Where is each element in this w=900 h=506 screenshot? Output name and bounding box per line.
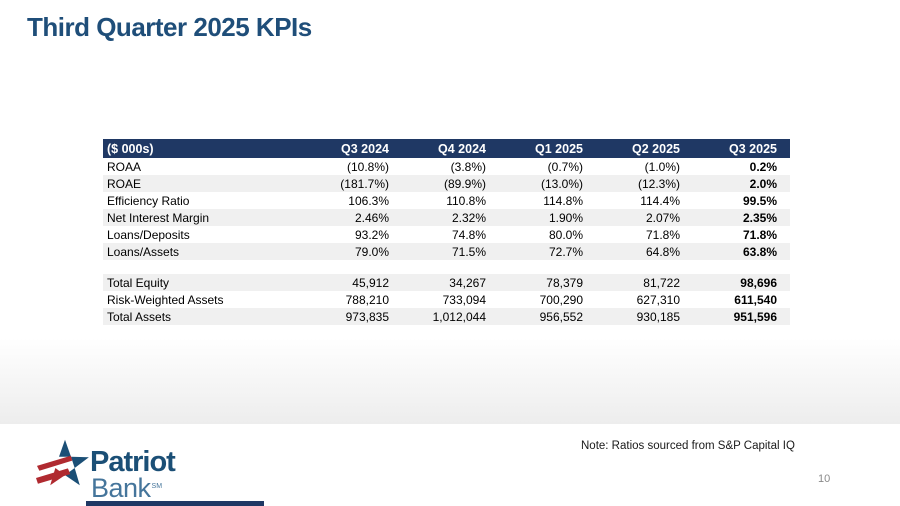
table-cell: 74.8% — [451, 227, 486, 242]
table-cell: 98,696 — [740, 275, 777, 290]
page-number: 10 — [818, 473, 831, 485]
logo-patriot-text: Patriot — [90, 446, 176, 478]
table-cell: 627,310 — [636, 292, 680, 307]
table-cell: 2.32% — [451, 210, 486, 225]
table-row: ROAE (181.7%) (89.9%) (13.0%) (12.3%) 2.0% — [103, 175, 790, 192]
star-right-arm — [70, 456, 89, 469]
header-col-q1-2025: Q1 2025 — [535, 141, 583, 156]
table-cell: 79.0% — [354, 244, 389, 259]
table-cell: 72.7% — [548, 244, 583, 259]
table-cell: 80.0% — [548, 227, 583, 242]
table-cell: 956,552 — [539, 309, 583, 324]
table-row: Efficiency Ratio 106.3% 110.8% 114.8% 114.4%… — [103, 192, 790, 209]
table-cell: 930,185 — [636, 309, 680, 324]
row-label: Efficiency Ratio — [107, 193, 190, 208]
table-spacer-row — [103, 260, 790, 274]
table-cell: 110.8% — [446, 193, 486, 208]
row-label: ROAE — [107, 176, 142, 191]
table-cell: 2.07% — [645, 210, 680, 225]
table-cell: 1,012,044 — [432, 309, 486, 324]
table-cell: 1.90% — [548, 210, 583, 225]
row-label: Total Assets — [107, 309, 172, 324]
table-cell: 733,094 — [442, 292, 486, 307]
logo-text: Patriot BankSM — [90, 432, 176, 503]
kpi-table-body: ROAA (10.8%) (3.8%) (0.7%) (1.0%) 0.2% ROAE (18… — [103, 158, 790, 325]
bottom-accent-bar — [86, 501, 264, 506]
table-cell: 71.8% — [742, 227, 777, 242]
table-cell: (10.8%) — [346, 159, 389, 174]
table-cell: 71.8% — [645, 227, 680, 242]
table-cell: (181.7%) — [340, 176, 389, 191]
table-cell: 71.5% — [451, 244, 486, 259]
table-row: Risk-Weighted Assets 788,210 733,094 700,29… — [103, 291, 790, 308]
row-label: Loans/Deposits — [107, 227, 190, 242]
background-gradient-band — [0, 338, 900, 424]
table-cell: 64.8% — [645, 244, 680, 259]
table-cell: 114.4% — [640, 193, 680, 208]
table-cell: 951,596 — [733, 309, 777, 324]
table-cell: 973,835 — [345, 309, 389, 324]
table-cell: 700,290 — [539, 292, 583, 307]
table-cell: 788,210 — [345, 292, 389, 307]
table-cell: (13.0%) — [540, 176, 583, 191]
table-row: Total Equity 45,912 34,267 78,379 81,722 98,6… — [103, 274, 790, 291]
table-cell: 2.46% — [354, 210, 389, 225]
row-label: ROAA — [107, 159, 142, 174]
table-row: Loans/Assets 79.0% 71.5% 72.7% 64.8% 63.8% — [103, 243, 790, 260]
kpi-table: ($ 000s) Q3 2024 Q4 2024 Q1 2025 Q2 2025 Q3 2… — [103, 139, 790, 325]
table-cell: (89.9%) — [443, 176, 486, 191]
table-row: Loans/Deposits 93.2% 74.8% 80.0% 71.8% 71.8% — [103, 226, 790, 243]
table-cell: 93.2% — [354, 227, 389, 242]
table-cell: 114.8% — [543, 193, 583, 208]
table-cell: 45,912 — [352, 275, 389, 290]
header-col-q2-2025: Q2 2025 — [632, 141, 680, 156]
table-cell: 78,379 — [546, 275, 583, 290]
row-label: Total Equity — [107, 275, 170, 290]
table-cell: 81,722 — [643, 275, 680, 290]
logo-bank-text: BankSM — [91, 473, 163, 503]
star-lower-right-leg — [65, 468, 80, 486]
row-label: Loans/Assets — [107, 244, 180, 259]
table-cell: (1.0%) — [644, 159, 680, 174]
kpi-table-header: ($ 000s) Q3 2024 Q4 2024 Q1 2025 Q2 2025 Q3 2… — [103, 139, 790, 158]
star-top-point — [59, 439, 71, 457]
table-cell: 63.8% — [742, 244, 777, 259]
header-col-q3-2024: Q3 2024 — [341, 141, 389, 156]
table-cell: 2.0% — [749, 176, 777, 191]
table-cell: (12.3%) — [637, 176, 680, 191]
table-cell: 2.35% — [742, 210, 777, 225]
source-note: Note: Ratios sourced from S&P Capital IQ — [581, 440, 795, 452]
table-row: Net Interest Margin 2.46% 2.32% 1.90% 2.07% 2… — [103, 209, 790, 226]
logo-servicemark: SM — [151, 483, 163, 490]
table-cell: 106.3% — [348, 193, 389, 208]
header-col-q4-2024: Q4 2024 — [438, 141, 486, 156]
patriot-bank-logo: Patriot BankSM — [36, 432, 176, 503]
header-col-q3-2025: Q3 2025 — [729, 141, 777, 156]
row-label: Net Interest Margin — [107, 210, 210, 225]
row-label: Risk-Weighted Assets — [107, 292, 224, 307]
table-cell: 34,267 — [449, 275, 486, 290]
table-cell: 0.2% — [749, 159, 777, 174]
star-lower-red-stripe — [36, 468, 71, 484]
table-cell: (0.7%) — [547, 159, 583, 174]
patriot-star-icon — [36, 439, 89, 486]
star-upper-red-stripe — [36, 455, 73, 471]
table-row: ROAA (10.8%) (3.8%) (0.7%) (1.0%) 0.2% — [103, 158, 790, 175]
table-cell: 99.5% — [742, 193, 777, 208]
table-row: Total Assets 973,835 1,012,044 956,552 930,1… — [103, 308, 790, 325]
page-title: Third Quarter 2025 KPIs — [27, 12, 312, 42]
table-cell: (3.8%) — [450, 159, 486, 174]
header-units-label: ($ 000s) — [107, 141, 154, 156]
table-cell: 611,540 — [734, 292, 777, 307]
